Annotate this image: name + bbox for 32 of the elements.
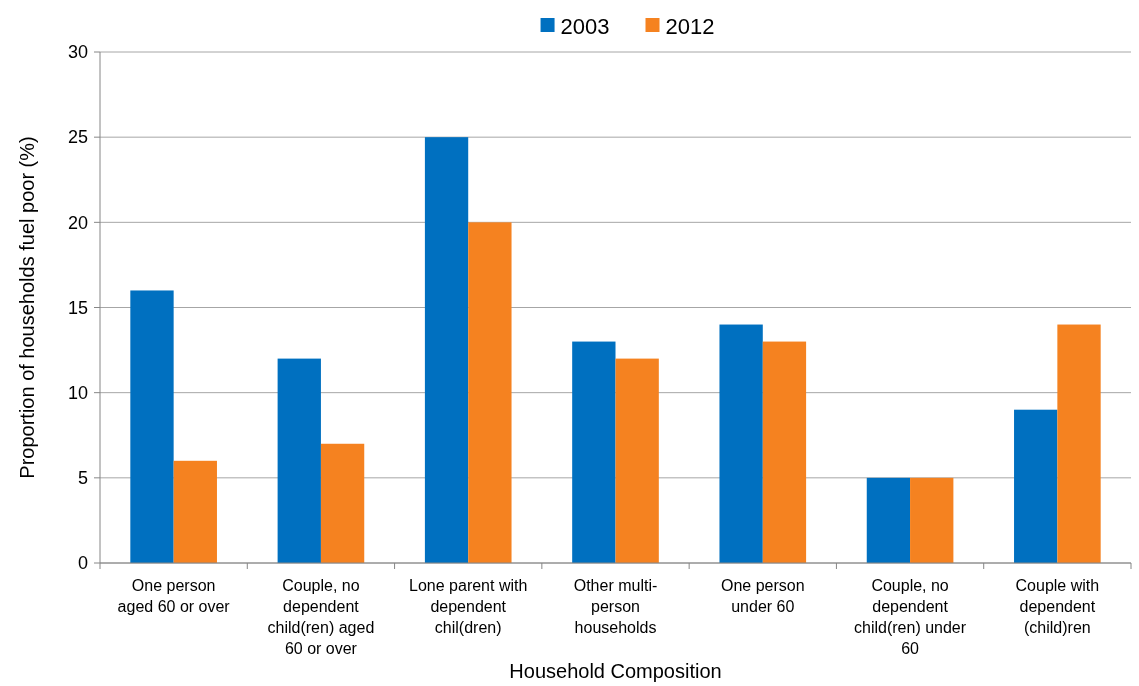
- bar: [572, 341, 616, 563]
- bar: [866, 477, 911, 563]
- x-tick-label: One person aged 60 or over: [117, 577, 231, 615]
- y-tick-label: 20: [67, 212, 88, 233]
- x-tick-label: Couple, no dependent child(ren) under 60: [854, 577, 967, 657]
- legend-label: 2012: [665, 13, 715, 39]
- bar: [130, 290, 174, 563]
- bar: [615, 358, 659, 563]
- x-axis-title: Household Composition: [509, 660, 722, 682]
- bar: [173, 460, 217, 563]
- bar: [1057, 324, 1101, 563]
- bar: [277, 358, 321, 563]
- bar: [719, 324, 763, 563]
- bar: [762, 341, 807, 563]
- y-tick-label: 15: [67, 297, 88, 318]
- y-tick-label: 10: [67, 382, 88, 403]
- y-axis-title: Proportion of households fuel poor (%): [16, 136, 38, 479]
- bar: [910, 477, 954, 563]
- y-tick-label: 25: [67, 127, 88, 148]
- x-tick-label: Couple, no dependent child(ren) aged 60 or over: [267, 577, 375, 657]
- x-tick-label: One person under 60: [720, 577, 805, 615]
- bar: [320, 443, 365, 563]
- y-tick-label: 5: [77, 468, 88, 489]
- bar: [468, 222, 512, 563]
- bar: [1014, 409, 1058, 563]
- y-tick-label: 0: [77, 553, 88, 574]
- bar: [424, 137, 469, 563]
- y-tick-label: 30: [67, 42, 88, 63]
- x-tick-label: Lone parent with dependent chil(dren): [409, 577, 528, 636]
- legend-label: 2003: [560, 13, 610, 39]
- x-tick-label: Other multi-person households: [573, 577, 658, 636]
- x-tick-label: Couple with dependent (child)ren: [1015, 577, 1100, 636]
